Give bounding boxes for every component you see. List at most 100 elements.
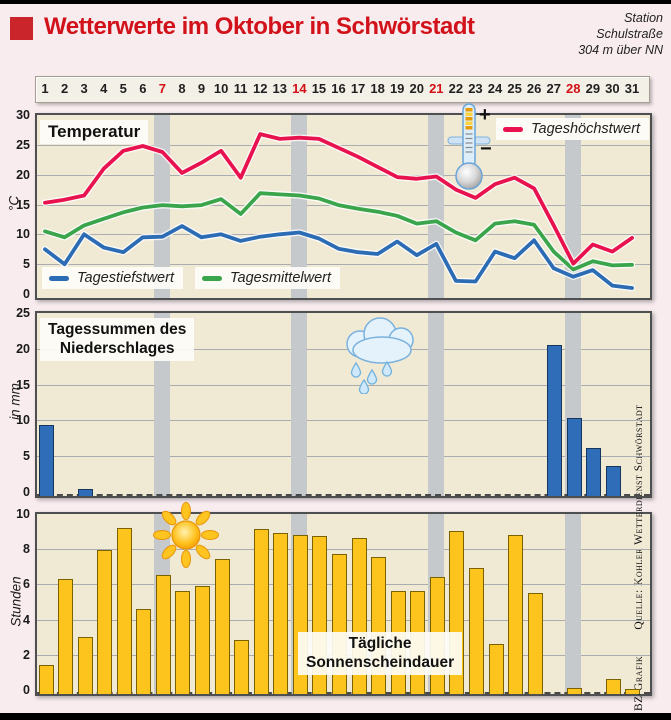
day-number: 17 <box>350 81 366 96</box>
y-tick-label: 2 <box>23 647 30 662</box>
precipitation-bar <box>547 344 563 496</box>
grid-line <box>37 144 650 146</box>
y-tick-label: 25 <box>16 137 30 152</box>
day-number: 11 <box>233 81 248 96</box>
graphic-credit: BZ-Grafik <box>633 655 645 711</box>
sunshine-unit-label: Stunden <box>8 576 24 627</box>
sunshine-bar <box>527 592 543 694</box>
weekend-band <box>565 514 582 694</box>
grid-line <box>37 420 650 422</box>
day-number: 20 <box>409 81 424 96</box>
day-number: 21 <box>429 81 444 96</box>
y-tick-label: 15 <box>16 197 30 212</box>
page-title: Wetterwerte im Oktober in Schwörstadt <box>44 13 475 40</box>
station-line: Schulstraße <box>596 27 663 41</box>
precipitation-bar <box>586 448 602 496</box>
grid-line <box>37 384 650 386</box>
y-tick-label: 15 <box>16 377 30 392</box>
y-tick-label: 0 <box>23 287 30 301</box>
source-credit: Quelle: Kohler Wetterdienst Schwörstadt <box>633 404 645 630</box>
y-tick-label: 25 <box>16 306 30 320</box>
sunshine-bar <box>273 532 289 694</box>
y-tick-label: 5 <box>23 257 30 272</box>
grid-line <box>37 234 650 236</box>
sunshine-bar <box>136 608 152 694</box>
temp-max-legend-label: Tageshöchstwert <box>531 121 641 137</box>
day-number: 22 <box>448 81 464 96</box>
sunshine-bar <box>488 643 504 694</box>
day-number: 28 <box>566 81 581 96</box>
zero-baseline <box>37 494 650 496</box>
day-number: 1 <box>41 81 49 96</box>
legend-temp-min: Tagestiefstwert <box>42 267 183 289</box>
y-tick-label: 20 <box>16 167 30 182</box>
day-number: 19 <box>389 81 405 96</box>
y-tick-label: 0 <box>23 485 30 499</box>
temperature-chart: Temperatur Tageshöchstwert Tagestiefstwe… <box>35 113 652 300</box>
grid-line <box>37 549 650 551</box>
sunshine-bar <box>77 636 93 694</box>
day-number: 10 <box>213 81 229 96</box>
sunshine-bar <box>566 687 582 694</box>
sunshine-chart: Tägliche Sonnenscheindauer <box>35 512 652 696</box>
day-number: 30 <box>605 81 620 96</box>
grid-line <box>37 264 650 266</box>
day-number: 15 <box>311 81 327 96</box>
day-number: 24 <box>487 81 503 96</box>
sunshine-bar <box>38 664 54 694</box>
temp-mean-legend-dash <box>202 275 222 281</box>
temperature-lines <box>41 130 636 292</box>
weekend-band <box>291 313 308 496</box>
day-number: 18 <box>370 81 385 96</box>
legend-temp-mean: Tagesmittelwert <box>195 267 341 289</box>
sunshine-bar <box>625 689 641 694</box>
y-tick-label: 20 <box>16 341 30 356</box>
precipitation-bar <box>38 424 54 496</box>
y-tick-label: 6 <box>23 577 30 592</box>
day-number: 9 <box>197 81 206 96</box>
y-tick-label: 5 <box>23 449 30 464</box>
day-number: 4 <box>100 81 108 96</box>
grid-line <box>37 348 650 350</box>
sunshine-bar <box>116 527 132 694</box>
day-number: 12 <box>252 81 268 96</box>
credits: BZ-Grafik Quelle: Kohler Wetterdienst Sch… <box>633 319 648 711</box>
y-tick-label: 30 <box>16 108 30 122</box>
precipitation-y-axis: 25 20 15 10 5 0 <box>0 306 33 499</box>
day-number: 25 <box>507 81 522 96</box>
y-tick-label: 10 <box>16 413 30 428</box>
day-number: 2 <box>60 81 69 96</box>
thermometer-icon: + − <box>446 101 498 191</box>
day-number: 26 <box>526 81 542 96</box>
sunshine-bar <box>234 640 250 694</box>
y-tick-label: 4 <box>23 612 30 627</box>
weekend-band <box>291 115 308 298</box>
sunshine-bar <box>97 550 113 694</box>
day-number: 31 <box>624 81 640 96</box>
temp-min-line <box>43 224 634 290</box>
sunshine-bar <box>508 534 524 694</box>
sunshine-bar <box>58 578 74 694</box>
temp-max-legend-dash <box>503 126 523 132</box>
temp-max-line <box>43 132 634 266</box>
sunshine-bar <box>214 559 230 694</box>
temperature-unit-label: °C <box>6 195 22 212</box>
grid-line <box>37 456 650 458</box>
y-tick-label: 0 <box>23 683 30 697</box>
station-info: Station Schulstraße 304 m über NN <box>578 10 663 58</box>
temperature-panel-title: Temperatur <box>40 120 149 144</box>
thermometer-minus-sign: − <box>480 138 492 160</box>
day-number: 8 <box>178 81 186 96</box>
day-number: 23 <box>468 81 483 96</box>
day-number: 6 <box>139 81 147 96</box>
sunshine-bar <box>195 585 211 694</box>
bottom-border-bar <box>0 713 671 720</box>
sunshine-bar <box>155 575 171 694</box>
sunshine-bar <box>468 568 484 694</box>
y-tick-label: 8 <box>23 542 30 557</box>
precipitation-chart: Tagessummen des Niederschlages <box>35 311 652 498</box>
sunshine-bar <box>175 590 191 694</box>
station-line: Station <box>624 11 663 25</box>
y-tick-label: 10 <box>16 227 30 242</box>
thermometer-plus-sign: + <box>479 104 491 126</box>
